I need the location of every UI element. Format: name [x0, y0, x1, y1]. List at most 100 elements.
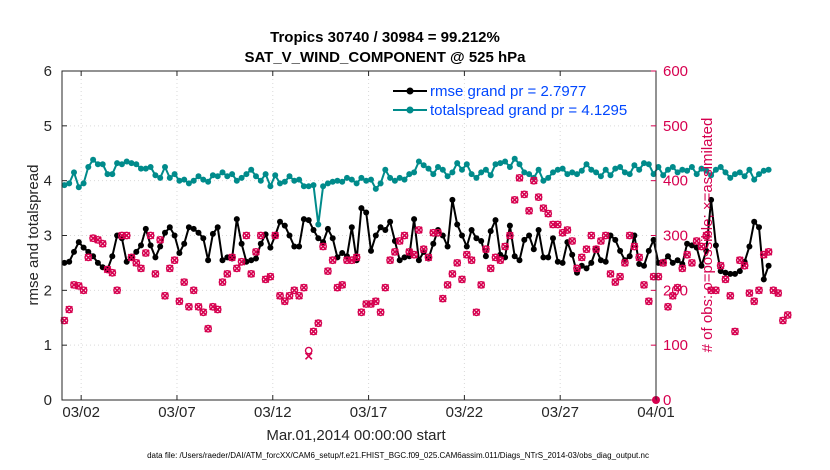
obs-assimilated-point: [520, 190, 529, 199]
obs-assimilated-point: [266, 272, 275, 281]
y-right-tick-label: 500: [663, 118, 688, 135]
obs-assimilated-point: [769, 286, 778, 295]
obs-assimilated-point: [750, 297, 758, 306]
obs-assimilated-point: [319, 242, 327, 251]
rmse-point: [162, 229, 168, 236]
obs-possible-point: [458, 275, 466, 284]
obs-assimilated-point: [257, 231, 265, 240]
obs-assimilated-point: [300, 283, 308, 292]
obs-possible-point: [601, 231, 610, 240]
totalspread-point: [214, 173, 221, 180]
obs-possible-point: [544, 209, 553, 218]
rmse-point: [511, 253, 518, 260]
obs-assimilated-point: [721, 275, 730, 284]
x-tick-label: 03/27: [541, 404, 579, 421]
obs-possible-point: [299, 283, 308, 292]
obs-possible-point: [448, 269, 457, 278]
obs-assimilated-point: [424, 253, 433, 262]
totalspread-point: [655, 164, 662, 170]
obs-assimilated-point: [515, 174, 524, 182]
obs-possible-point: [443, 280, 452, 289]
obs-possible-point: [721, 275, 730, 284]
obs-assimilated-point: [472, 308, 481, 317]
obs-assimilated-point: [415, 226, 423, 234]
totalspread-point: [665, 166, 671, 173]
totalspread-point: [674, 169, 681, 176]
obs-possible-point: [683, 250, 691, 259]
obs-possible-point: [280, 297, 289, 306]
totalspread-point: [468, 171, 475, 178]
rmse-point: [540, 254, 547, 261]
rmse-point: [300, 216, 307, 223]
obs-possible-point: [755, 286, 763, 295]
y-left-tick-label: 0: [44, 392, 52, 409]
rmse-point: [521, 236, 528, 243]
obs-possible-point: [510, 195, 519, 204]
obs-possible-point: [319, 242, 327, 251]
totalspread-point: [190, 177, 197, 184]
totalspread-point: [645, 161, 652, 168]
obs-assimilated-point: [496, 256, 505, 264]
obs-possible-point: [343, 256, 351, 265]
obs-possible-point: [218, 278, 227, 286]
obs-possible-point: [65, 305, 74, 314]
obs-possible-point: [621, 258, 629, 267]
obs-assimilated-point: [669, 292, 677, 300]
rmse-point: [253, 255, 259, 262]
totalspread-point: [291, 177, 298, 184]
rmse-point: [746, 243, 753, 250]
obs-assimilated-point: [453, 259, 461, 267]
x-tick-label: 03/07: [158, 404, 196, 421]
obs-possible-point: [304, 346, 313, 355]
obs-assimilated-point: [439, 294, 447, 303]
obs-possible-point: [381, 283, 390, 292]
rmse-point: [449, 196, 456, 203]
rmse-point: [645, 247, 652, 254]
totalspread-point: [435, 164, 441, 170]
obs-possible-point: [707, 286, 715, 295]
obs-assimilated-point: [295, 292, 303, 300]
obs-assimilated-point: [530, 176, 538, 185]
totalspread-point: [348, 176, 355, 183]
obs-possible-point: [726, 291, 735, 300]
y-right-tick-label: 0: [663, 392, 671, 409]
obs-assimilated-point: [477, 281, 485, 289]
totalspread-point: [109, 171, 116, 178]
obs-assimilated-point: [98, 239, 107, 248]
x-tick-label: 04/01: [637, 404, 675, 421]
obs-possible-point: [587, 231, 596, 240]
obs-possible-point: [400, 231, 409, 240]
obs-possible-point: [592, 245, 600, 254]
obs-assimilated-point: [506, 231, 514, 240]
obs-possible-point: [673, 283, 682, 292]
rmse-point: [401, 254, 408, 261]
obs-assimilated-point: [348, 256, 356, 264]
obs-assimilated-point: [419, 245, 428, 253]
totalspread-point: [267, 183, 274, 190]
obs-assimilated-point: [103, 265, 112, 274]
obs-possible-point: [616, 272, 624, 281]
rmse-point: [205, 257, 212, 264]
obs-assimilated-point: [400, 231, 409, 240]
rmse-point: [760, 276, 767, 283]
rmse-point: [348, 224, 355, 231]
obs-possible-point: [515, 173, 524, 182]
totalspread-point: [693, 171, 700, 178]
obs-assimilated-point: [271, 231, 279, 240]
rmse-point: [339, 250, 346, 256]
totalspread-point: [243, 171, 250, 178]
totalspread-point: [732, 171, 738, 178]
totalspread-point: [61, 182, 68, 189]
rmse-point: [109, 253, 116, 260]
rmse-point: [530, 246, 537, 253]
totalspread-point: [377, 180, 384, 187]
obs-possible-point: [419, 245, 428, 254]
obs-assimilated-point: [760, 250, 768, 259]
obs-assimilated-point: [697, 242, 706, 251]
obs-possible-point: [223, 269, 232, 278]
rmse-point: [219, 257, 226, 264]
obs-possible-point: [237, 257, 246, 266]
obs-assimilated-point: [199, 308, 208, 317]
obs-assimilated-point: [630, 242, 639, 251]
obs-assimilated-point: [352, 253, 361, 262]
